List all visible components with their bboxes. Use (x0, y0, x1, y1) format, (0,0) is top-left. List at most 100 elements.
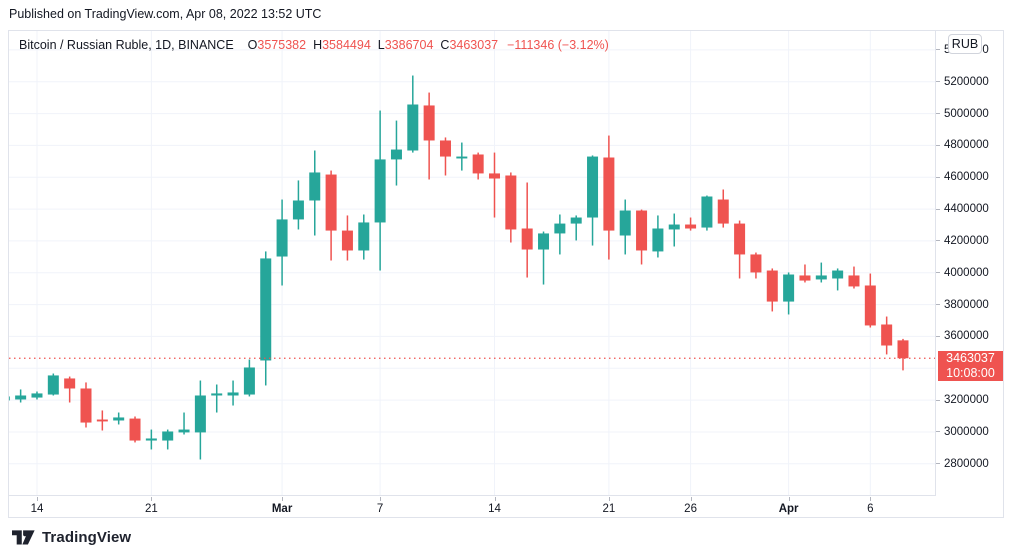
candle-body (554, 223, 566, 234)
candle-body (374, 159, 386, 223)
candle-body (276, 219, 288, 257)
candle-body (456, 156, 468, 159)
candle-body (489, 173, 500, 179)
candle-wick (183, 412, 185, 435)
last-price-badge: 3463037 10:08:00 (938, 351, 1003, 382)
candle-wick (673, 213, 675, 247)
candle-body (194, 395, 206, 433)
time-tick-label: 6 (867, 503, 874, 515)
candle-body (9, 396, 10, 401)
candle-body (390, 149, 402, 160)
candle-body (358, 222, 370, 251)
candle-body (505, 175, 517, 230)
candle-body (407, 104, 419, 151)
candle-body (439, 140, 451, 157)
candle-wick (215, 384, 218, 413)
candle-body (685, 224, 697, 229)
candle-body (864, 285, 876, 326)
candle-body (325, 174, 337, 231)
last-price-value: 3463037 (946, 351, 995, 366)
price-tick-label: 3800000 (944, 298, 989, 311)
candle-body (260, 258, 272, 361)
candle-body (717, 199, 729, 224)
price-tick-mark (936, 208, 940, 210)
chart-frame: Bitcoin / Russian Ruble, 1D, BINANCE O35… (8, 30, 1004, 518)
plot-area[interactable]: Bitcoin / Russian Ruble, 1D, BINANCE O35… (9, 31, 936, 496)
candle-wick (804, 264, 806, 283)
candle-wick (493, 152, 496, 218)
price-tick-mark (936, 81, 940, 83)
candle-body (341, 230, 353, 251)
time-tick-label: 14 (30, 503, 44, 515)
brand-name: TradingView (42, 529, 132, 546)
price-axis[interactable]: RUB 3463037 10:08:00 5400000520000050000… (936, 31, 1003, 496)
published-line: Published on TradingView.com, Apr 08, 20… (9, 7, 322, 21)
candle-body (897, 340, 909, 359)
candle-body (178, 429, 190, 433)
price-tick-mark (936, 304, 940, 306)
candle-wick (542, 231, 545, 285)
candle-body (227, 392, 239, 396)
candle-wick (836, 268, 839, 291)
candlestick-plot[interactable] (9, 31, 935, 495)
candle-body (766, 270, 778, 302)
candle-body (243, 367, 255, 395)
candle-body (162, 431, 174, 441)
price-tick-mark (936, 49, 940, 51)
candle-body (619, 210, 631, 236)
candle-body (31, 393, 43, 398)
price-tick-label: 3000000 (944, 425, 989, 438)
candle-body (309, 172, 321, 201)
tradingview-brand-link[interactable]: TradingView (12, 529, 131, 546)
symbol-title: Bitcoin / Russian Ruble, 1D, BINANCE (19, 38, 234, 52)
candle-body (538, 233, 550, 250)
candle-body (521, 228, 533, 250)
candle-body (423, 105, 435, 141)
price-tick-label: 5000000 (944, 107, 989, 120)
candle-body (701, 196, 713, 228)
price-tick-label: 4800000 (944, 139, 989, 152)
time-axis[interactable]: 14 21 Mar 7 14 21 26 Apr 6 (9, 497, 936, 518)
candle-body (15, 395, 27, 400)
candle-body (47, 375, 59, 395)
candle-body (587, 156, 599, 218)
time-tick-label: Mar (271, 503, 293, 515)
candle-body (668, 224, 680, 230)
candle-body (472, 154, 484, 174)
price-tick-label: 3600000 (944, 330, 989, 343)
candle-wick (820, 262, 823, 283)
time-tick-label: Apr (778, 503, 799, 515)
candle-wick (68, 376, 71, 403)
price-tick-mark (936, 176, 940, 178)
chart-legend: Bitcoin / Russian Ruble, 1D, BINANCE O35… (19, 38, 609, 52)
time-tick-label: 7 (376, 503, 384, 515)
currency-badge: RUB (948, 34, 982, 54)
legend-change: −111346 (−3.12%) (507, 38, 609, 52)
time-tick-label: 21 (144, 503, 158, 515)
time-tick-mark (690, 497, 692, 501)
candle-body (570, 217, 582, 224)
candle-body (750, 254, 762, 273)
candle-body (145, 438, 157, 441)
price-tick-mark (936, 463, 940, 465)
last-price-countdown: 10:08:00 (946, 366, 995, 381)
price-tick-label: 4400000 (944, 203, 989, 216)
candle-body (799, 275, 811, 281)
candle-body (652, 228, 664, 252)
candle-body (848, 275, 860, 287)
price-tick-mark (936, 113, 940, 115)
price-tick-mark (936, 399, 940, 401)
legend-close: C3463037 (440, 38, 499, 52)
candle-wick (575, 215, 577, 241)
candle-body (211, 393, 223, 396)
price-tick-mark (936, 335, 940, 337)
candle-body (113, 417, 125, 421)
candle-body (783, 274, 795, 302)
price-tick-label: 5200000 (944, 75, 989, 88)
candle-body (64, 378, 76, 389)
time-tick-mark (151, 497, 153, 501)
time-tick-mark (494, 497, 496, 501)
time-tick-label: 26 (684, 503, 697, 515)
time-tick-label: 21 (602, 503, 616, 515)
legend-low: L3386704 (377, 38, 434, 52)
